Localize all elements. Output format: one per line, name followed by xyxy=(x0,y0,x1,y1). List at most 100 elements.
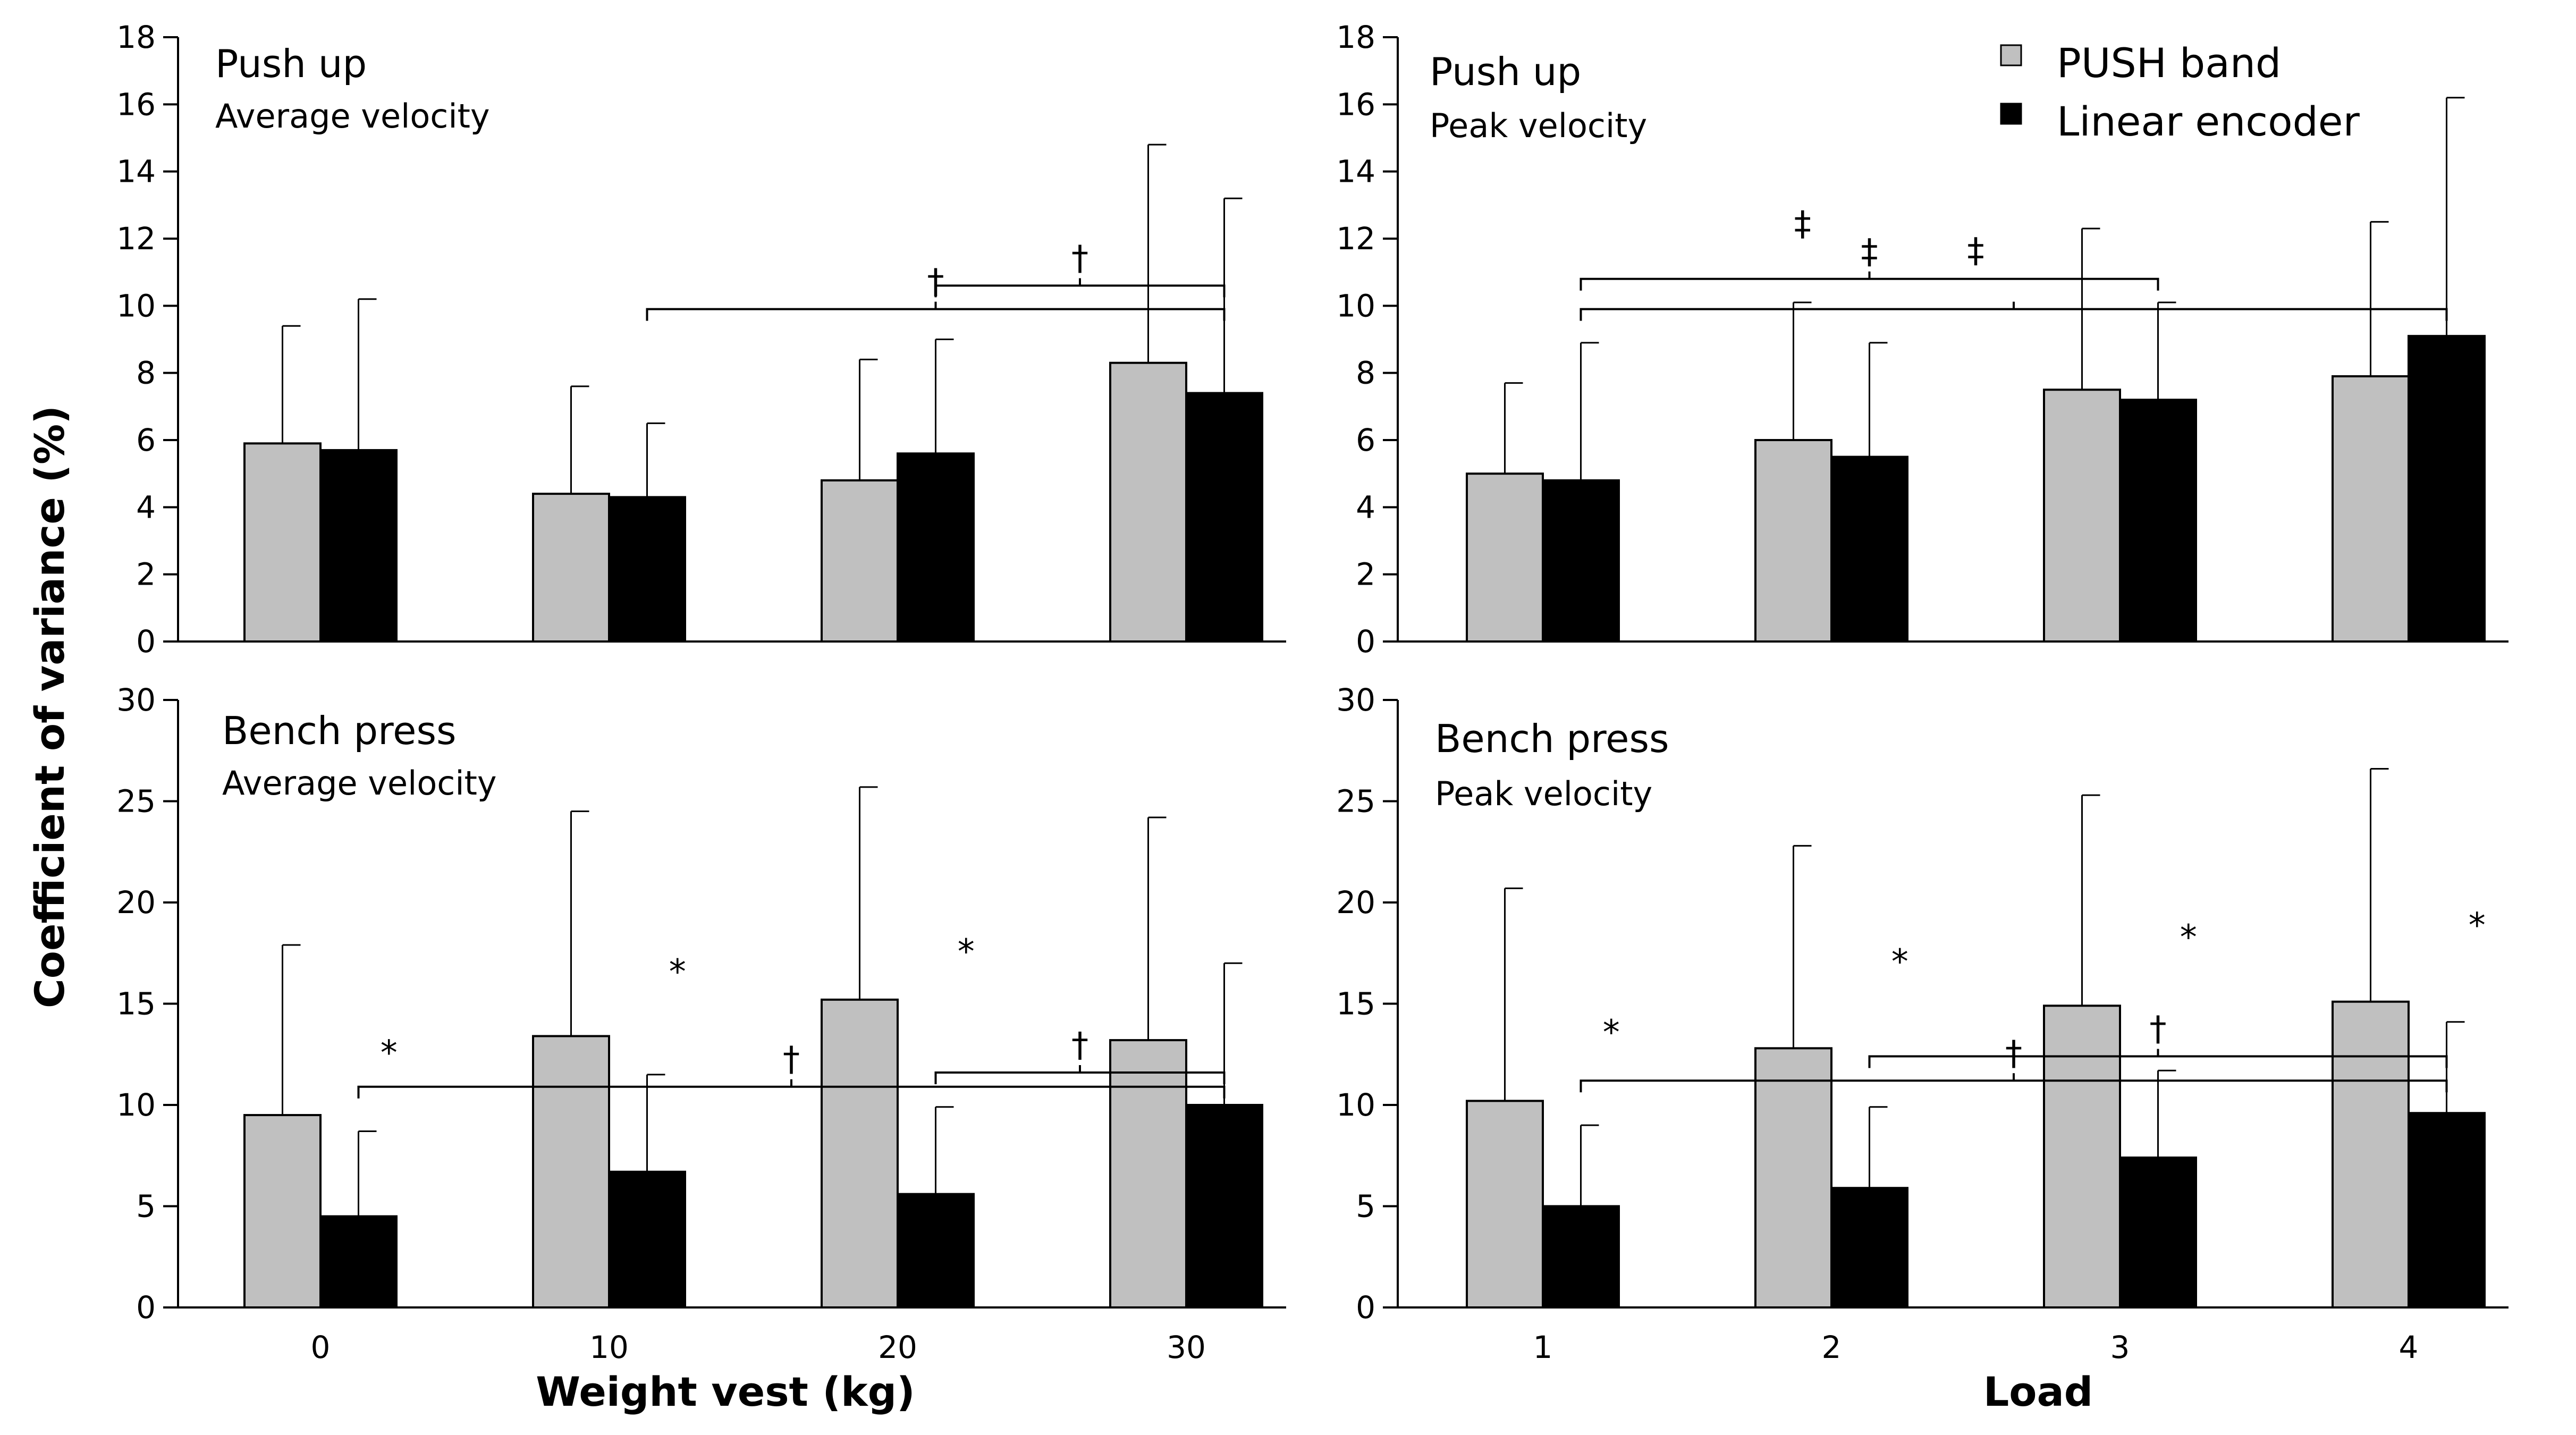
bar-push-band xyxy=(821,479,899,643)
x-tick-label: 30 xyxy=(1167,1329,1206,1365)
y-tick-label: 6 xyxy=(1356,422,1375,458)
y-tick-label: 30 xyxy=(1336,682,1375,718)
x-tick-label: 4 xyxy=(2399,1329,2419,1365)
bar-push-band xyxy=(2043,1004,2121,1309)
x-tick-label: 3 xyxy=(2110,1329,2130,1365)
y-axis-label: Coefficient of variance (%) xyxy=(26,406,73,1008)
significance-star: * xyxy=(1603,1014,1620,1053)
y-tick-label: 15 xyxy=(1336,986,1375,1022)
y-tick-label: 10 xyxy=(1336,1087,1375,1123)
bracket-symbol: † xyxy=(1071,239,1088,278)
bar-linear-encoder xyxy=(1185,1104,1263,1309)
y-tick-label: 4 xyxy=(1356,489,1375,525)
bar-linear-encoder xyxy=(2119,399,2197,643)
significance-star: * xyxy=(2469,906,2486,946)
x-tick-label: 10 xyxy=(589,1329,629,1365)
legend: PUSH band Linear encoder xyxy=(2000,39,2360,145)
bar-linear-encoder xyxy=(897,1193,975,1309)
bar-linear-encoder xyxy=(1542,479,1620,643)
significance-bracket xyxy=(646,308,1226,321)
bar-linear-encoder xyxy=(897,452,975,643)
significance-star: * xyxy=(2180,918,2197,958)
bar-linear-encoder xyxy=(608,1170,686,1309)
significance-star: * xyxy=(1891,942,1908,982)
bar-linear-encoder xyxy=(2119,1157,2197,1309)
bar-push-band xyxy=(243,442,322,643)
legend-swatch-push-band xyxy=(2000,44,2022,66)
bar-push-band xyxy=(532,493,610,643)
y-tick-label: 18 xyxy=(116,19,156,55)
y-tick-label: 5 xyxy=(1356,1188,1375,1225)
bar-linear-encoder xyxy=(319,449,398,643)
bar-linear-encoder xyxy=(1830,1187,1908,1309)
bar-push-band xyxy=(1754,439,1832,643)
legend-swatch-linear-encoder xyxy=(2000,103,2022,125)
panel-title: Bench press xyxy=(222,708,456,753)
panel-subtitle: Average velocity xyxy=(222,764,497,803)
significance-bracket xyxy=(1580,1079,2448,1093)
y-tick-label: 12 xyxy=(116,221,156,257)
bar-push-band xyxy=(1754,1047,1832,1309)
chart-bench-avg: 0 5 10 15 20 25 30 0 10 20 30 † † * * * Bench press Avera… xyxy=(116,682,1286,1365)
y-tick-label: 2 xyxy=(1356,556,1375,593)
bracket-symbol: † xyxy=(2005,1034,2022,1073)
y-tick-label: 0 xyxy=(1356,623,1375,660)
y-tick-label: 14 xyxy=(1336,154,1375,190)
bracket-symbol: † xyxy=(783,1040,800,1079)
bar-push-band xyxy=(2332,375,2410,643)
bar-push-band xyxy=(2043,389,2121,643)
y-tick-label: 0 xyxy=(1356,1289,1375,1326)
bar-push-band xyxy=(1466,472,1544,643)
bar-push-band xyxy=(1109,1039,1187,1309)
panel-subtitle: Peak velocity xyxy=(1430,106,1647,145)
x-tick-label: 20 xyxy=(878,1329,917,1365)
x-axis-label-right: Load xyxy=(1983,1368,2093,1415)
x-tick-label: 1 xyxy=(1533,1329,1553,1365)
panel-title: Push up xyxy=(1430,49,1581,94)
panel-subtitle: Average velocity xyxy=(215,97,490,136)
y-tick-label: 8 xyxy=(136,355,156,391)
y-tick-label: 0 xyxy=(136,623,156,660)
y-tick-label: 4 xyxy=(136,489,156,525)
bar-linear-encoder xyxy=(319,1215,398,1309)
y-tick-label: 20 xyxy=(116,884,156,921)
bar-linear-encoder xyxy=(608,496,686,643)
y-tick-label: 25 xyxy=(116,783,156,820)
panel-title: Push up xyxy=(215,41,367,86)
significance-bracket xyxy=(357,1085,1226,1099)
x-axis-label-left: Weight vest (kg) xyxy=(536,1368,915,1415)
x-tick-label: 2 xyxy=(1822,1329,1842,1365)
chart-pushup-peak: 0 2 4 6 8 10 12 14 16 18 ‡ ‡ ‡ Push up Peak velocity xyxy=(1336,19,2509,660)
y-tick-label: 5 xyxy=(136,1188,156,1225)
bracket-symbol: ‡ xyxy=(1794,205,1811,244)
y-tick-label: 6 xyxy=(136,422,156,458)
bar-linear-encoder xyxy=(2408,1112,2486,1309)
y-tick-label: 2 xyxy=(136,556,156,593)
bracket-symbol: † xyxy=(2150,1010,2167,1049)
bracket-symbol: † xyxy=(1071,1026,1088,1065)
y-tick-label: 8 xyxy=(1356,355,1375,391)
bar-push-band xyxy=(1466,1100,1544,1309)
y-tick-label: 15 xyxy=(116,986,156,1022)
y-tick-label: 30 xyxy=(116,682,156,718)
bar-linear-encoder xyxy=(1542,1205,1620,1309)
y-tick-label: 18 xyxy=(1336,19,1375,55)
panel-subtitle: Peak velocity xyxy=(1435,774,1652,813)
bar-push-band xyxy=(1109,361,1187,643)
x-tick-label: 0 xyxy=(311,1329,331,1365)
y-tick-label: 20 xyxy=(1336,884,1375,921)
y-tick-label: 10 xyxy=(1336,288,1375,324)
y-tick-label: 16 xyxy=(1336,86,1375,122)
y-tick-label: 10 xyxy=(116,1087,156,1123)
bracket-symbol: ‡ xyxy=(1967,231,1984,271)
bar-push-band xyxy=(243,1114,322,1309)
y-tick-label: 0 xyxy=(136,1289,156,1326)
legend-label-push-band: PUSH band xyxy=(2057,39,2281,87)
bar-linear-encoder xyxy=(2408,335,2486,643)
panel-title: Bench press xyxy=(1435,716,1669,761)
y-tick-label: 14 xyxy=(116,154,156,190)
chart-bench-peak: 0 5 10 15 20 25 30 1 2 3 4 † † * * * * Bench press Peak ve… xyxy=(1336,682,2509,1365)
